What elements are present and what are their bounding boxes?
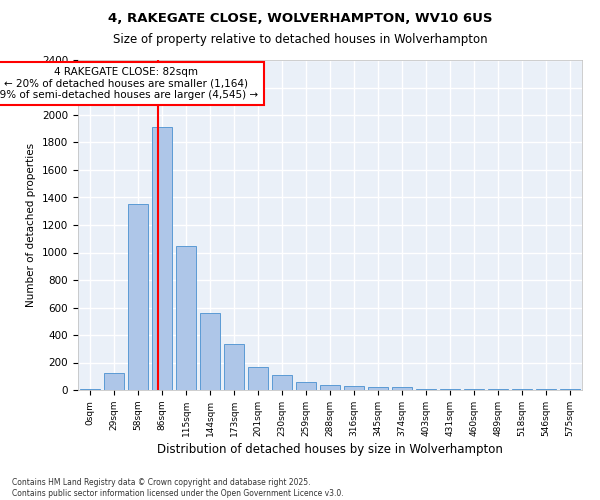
Bar [128,204,148,390]
Text: Contains HM Land Registry data © Crown copyright and database right 2025.
Contai: Contains HM Land Registry data © Crown c… [12,478,344,498]
Text: 4, RAKEGATE CLOSE, WOLVERHAMPTON, WV10 6US: 4, RAKEGATE CLOSE, WOLVERHAMPTON, WV10 6… [108,12,492,26]
Bar [224,344,244,390]
Bar [392,387,412,390]
Bar [104,373,124,390]
Bar [80,388,100,390]
Bar [320,385,340,390]
Bar [416,388,436,390]
Bar [248,366,268,390]
Bar [272,375,292,390]
Bar [560,388,580,390]
Text: Size of property relative to detached houses in Wolverhampton: Size of property relative to detached ho… [113,32,487,46]
Bar [368,386,388,390]
Bar [152,128,172,390]
Text: 4 RAKEGATE CLOSE: 82sqm
← 20% of detached houses are smaller (1,164)
79% of semi: 4 RAKEGATE CLOSE: 82sqm ← 20% of detache… [0,67,259,100]
Y-axis label: Number of detached properties: Number of detached properties [26,143,37,307]
Bar [344,386,364,390]
X-axis label: Distribution of detached houses by size in Wolverhampton: Distribution of detached houses by size … [157,443,503,456]
Bar [200,313,220,390]
Bar [176,246,196,390]
Bar [296,382,316,390]
